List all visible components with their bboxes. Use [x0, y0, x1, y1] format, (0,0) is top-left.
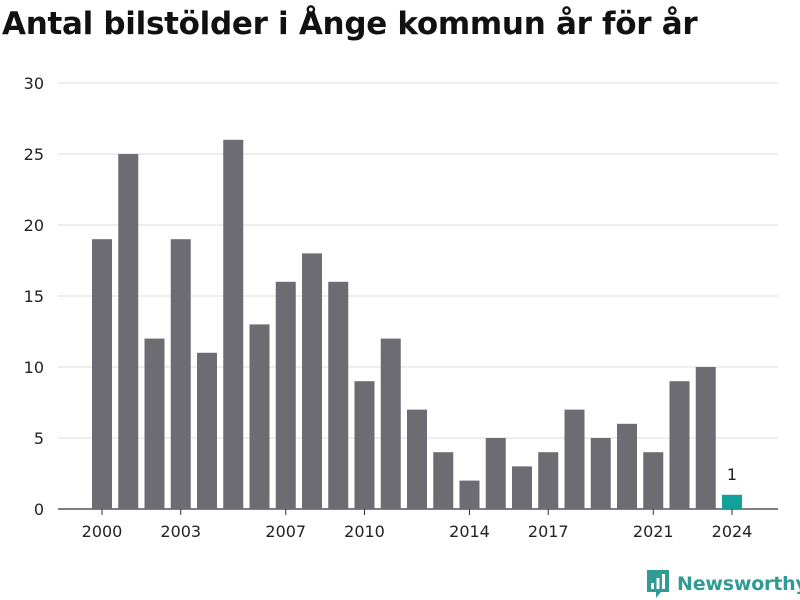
bar-2005 — [223, 139, 244, 510]
x-tick-label: 2010 — [344, 522, 385, 541]
y-tick-label: 30 — [24, 74, 44, 93]
y-tick-label: 15 — [24, 287, 44, 306]
bar-2021 — [643, 452, 664, 509]
x-tick-label: 2014 — [449, 522, 490, 541]
bar-2008 — [302, 253, 322, 509]
bar-2006 — [249, 324, 270, 509]
y-tick-label: 5 — [34, 429, 44, 448]
y-tick-label: 20 — [24, 216, 44, 235]
bar-2009 — [328, 281, 349, 509]
bar-2015 — [485, 438, 506, 509]
y-axis-ticks: 0 5 10 15 20 25 30 — [24, 74, 44, 519]
bar-2019 — [590, 438, 611, 509]
newsworthy-logo-icon — [647, 570, 669, 598]
chart-title: Antal bilstölder i Ånge kommun år för år — [2, 6, 698, 42]
x-tick-label: 2024 — [712, 522, 753, 541]
bars — [92, 139, 742, 510]
x-tick-label: 2017 — [528, 522, 569, 541]
bar-2023 — [695, 367, 716, 509]
y-tick-label: 10 — [24, 358, 44, 377]
bar-2000 — [92, 239, 112, 509]
bar-2011 — [380, 338, 401, 509]
bar-2022 — [669, 381, 690, 509]
brand-name: Newsworthy — [677, 573, 800, 595]
bar-2004 — [197, 352, 217, 509]
bar-2017 — [538, 452, 559, 509]
x-tick-label: 2003 — [160, 522, 201, 541]
brand-logo: Newsworthy — [645, 568, 800, 600]
bar-2003 — [170, 239, 191, 509]
bar-2014 — [459, 480, 480, 509]
bar-2013 — [433, 452, 454, 509]
bar-2024 — [722, 494, 742, 509]
bar-2007 — [275, 281, 296, 509]
bar-2010 — [354, 381, 375, 509]
y-tick-label: 0 — [34, 500, 44, 519]
x-tick-label: 2007 — [265, 522, 306, 541]
data-labels: 1 — [727, 465, 737, 484]
data-label-2024: 1 — [727, 465, 737, 484]
x-tick-label: 2021 — [633, 522, 674, 541]
bar-2018 — [564, 409, 585, 509]
bar-2020 — [617, 423, 637, 509]
bar-2016 — [512, 466, 532, 509]
bar-2001 — [118, 154, 139, 509]
y-tick-label: 25 — [24, 145, 44, 164]
x-axis-ticks: 2000 2003 2007 2010 2014 2017 2021 2024 — [82, 509, 753, 541]
bar-2002 — [144, 338, 165, 509]
bar-2012 — [407, 409, 427, 509]
x-tick-label: 2000 — [82, 522, 123, 541]
